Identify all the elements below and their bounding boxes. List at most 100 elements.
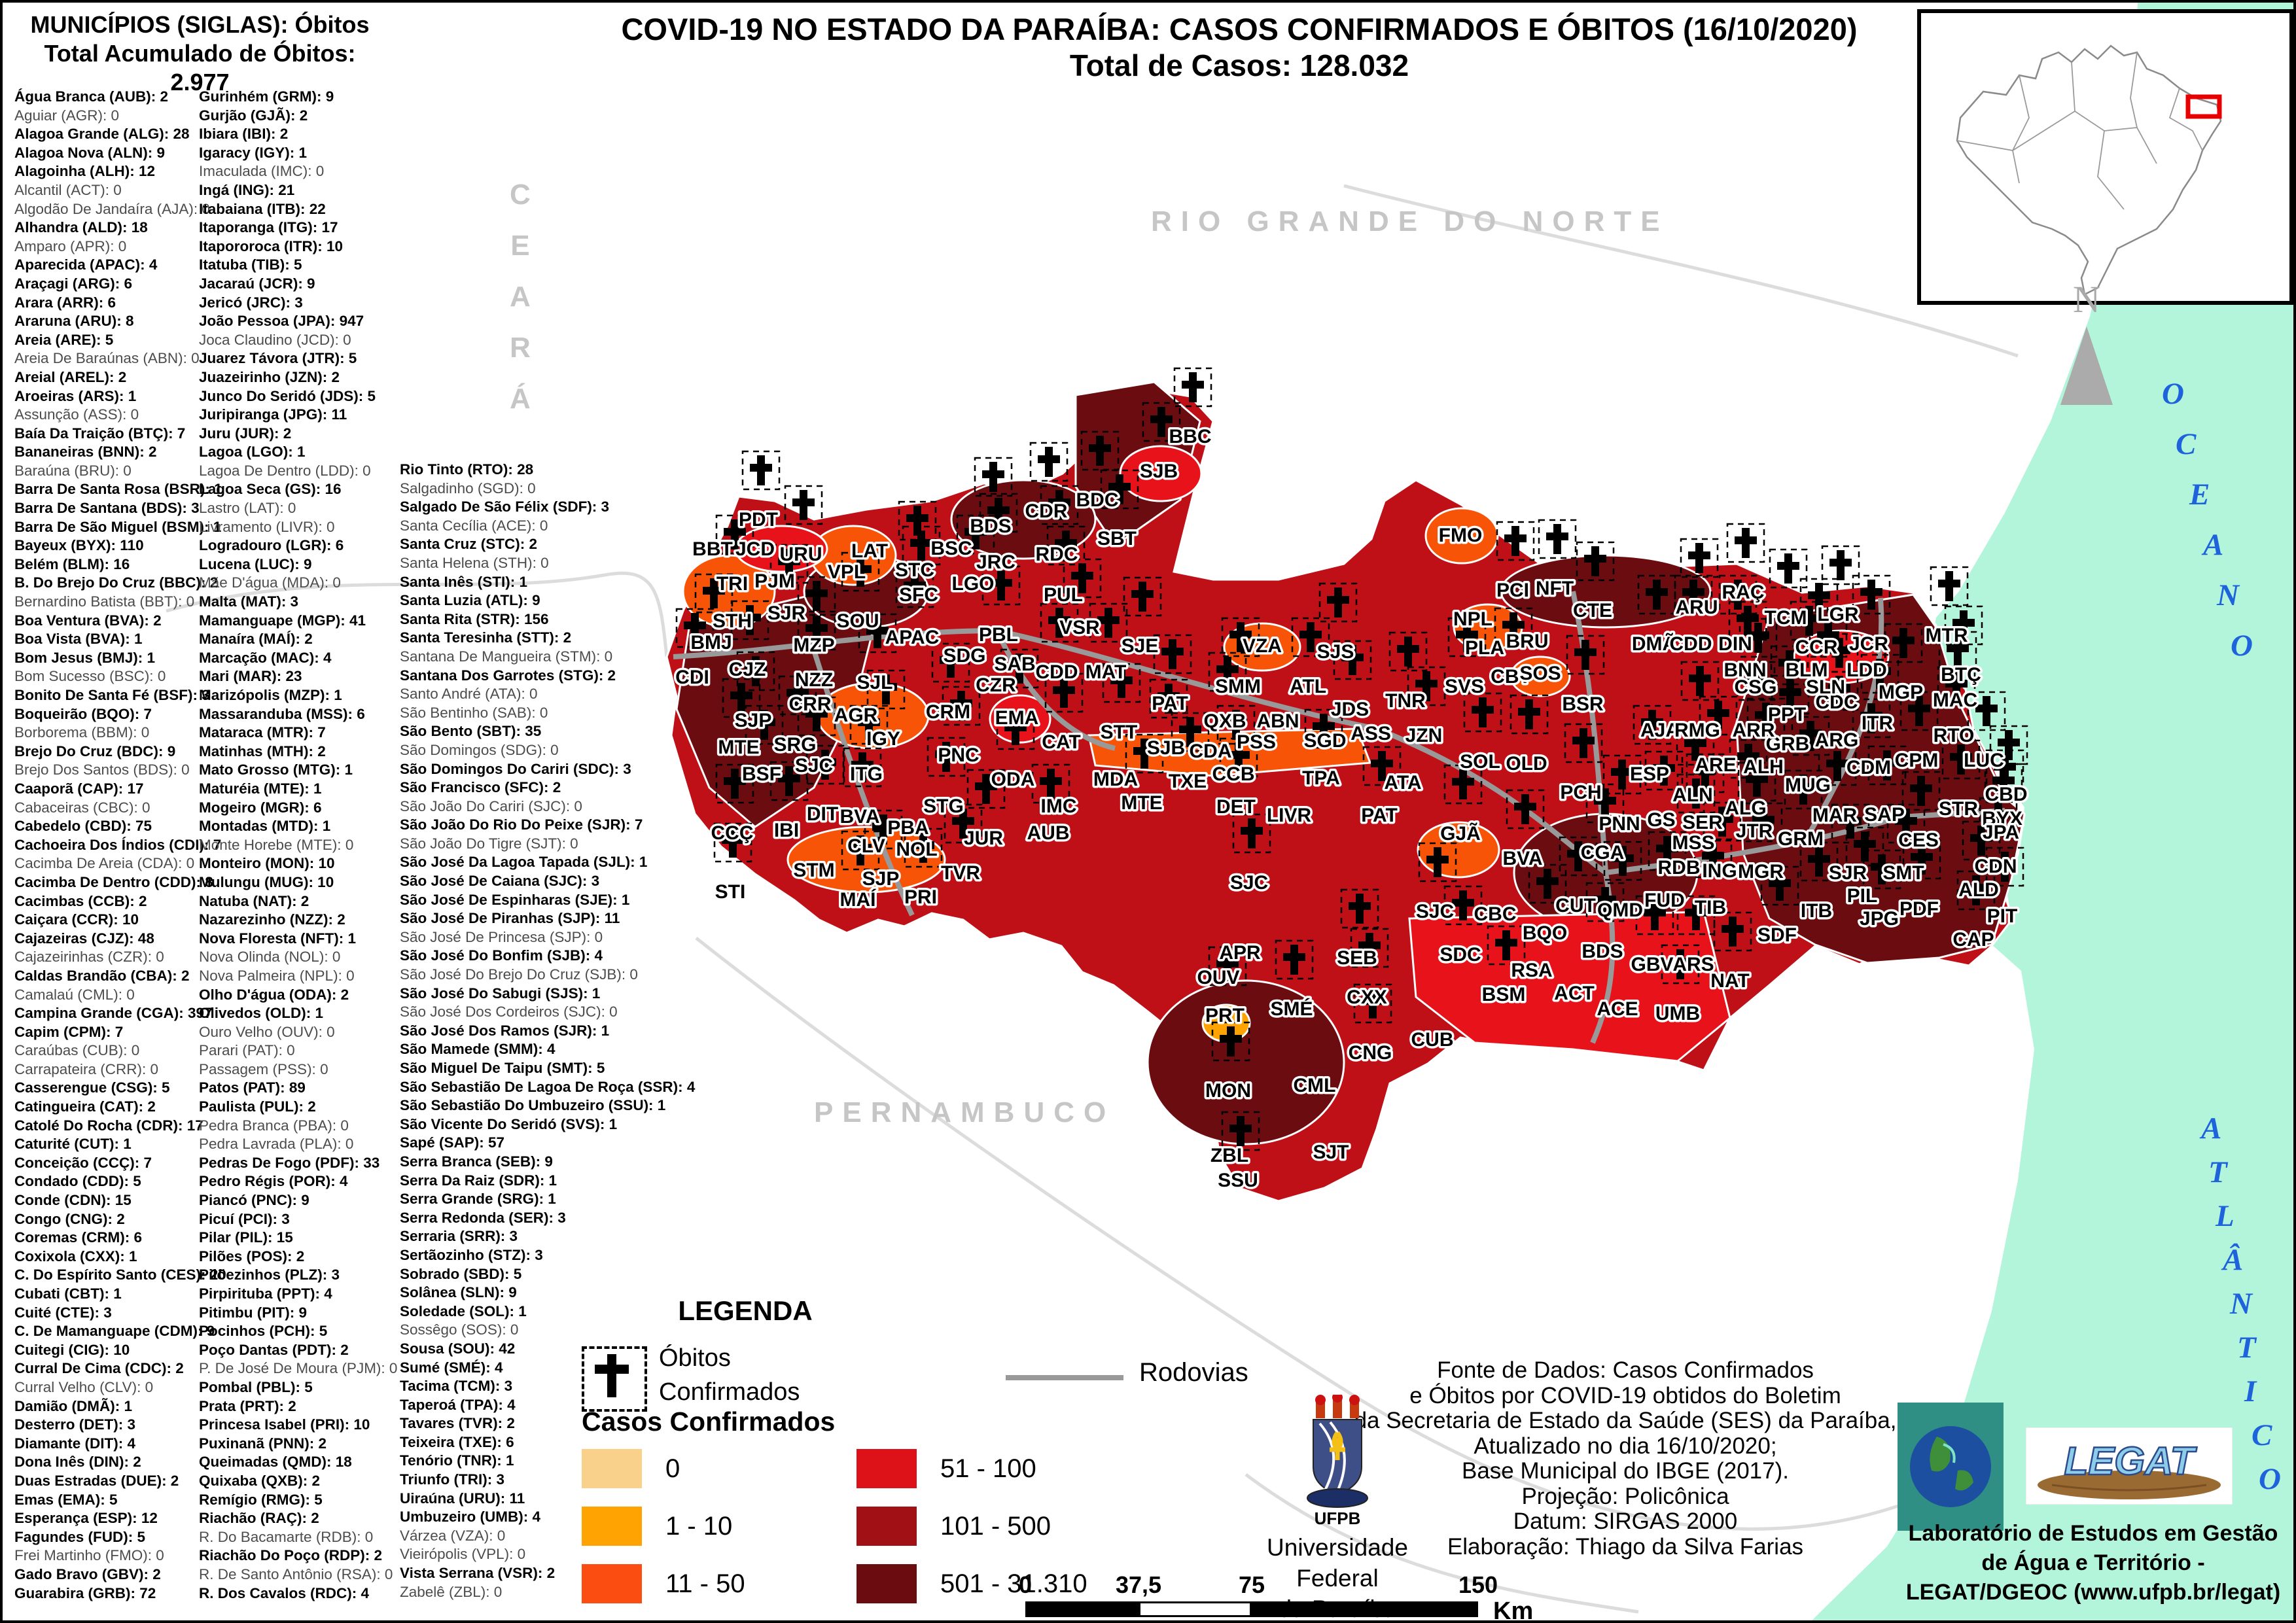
municipality-item: São Miguel De Taipu (SMT): 5 (400, 1060, 605, 1076)
map-label: PBA (887, 817, 928, 839)
map-label: IBI (774, 820, 799, 841)
municipality-item: Livramento (LIVR): 0 (199, 518, 335, 535)
brazil-state-borders (1956, 52, 2203, 210)
death-cross-box (797, 610, 836, 651)
municipality-item: Algodão De Jandaíra (AJA): 0 (14, 200, 210, 217)
municipality-item: Santa Rita (STR): 156 (400, 610, 549, 627)
map-label: BSM (1482, 984, 1526, 1005)
map-label: ARR (1733, 720, 1775, 741)
death-cross-icon (906, 514, 928, 522)
municipality-item: Vista Serrana (VSR): 2 (400, 1565, 556, 1582)
death-cross-icon (1746, 775, 1768, 783)
death-cross-box (1852, 574, 1891, 615)
municipality-item: Casserengue (CSG): 5 (14, 1079, 170, 1096)
legend-class-label: 1 - 10 (665, 1511, 733, 1541)
map-label: BBC (1169, 426, 1212, 447)
death-cross-box (1046, 525, 1086, 566)
scale-bar-segment (1025, 1601, 1139, 1617)
obitos-confirmados-label: Óbitos Confirmados (659, 1344, 800, 1406)
death-cross-icon (1313, 722, 1335, 730)
map-label: RTO (1934, 725, 1975, 746)
death-cross-box (1799, 841, 1839, 882)
map-label: FUD (1644, 890, 1685, 911)
death-cross-box (966, 769, 1006, 809)
map-label: RDC (1036, 544, 1078, 565)
municipality-item: Princesa Isabel (PRI): 10 (199, 1416, 370, 1433)
map-label: SAP (1864, 804, 1905, 826)
death-cross-icon (1895, 817, 1917, 825)
map-label: ZBL (1210, 1145, 1248, 1166)
map-label: CSG (1734, 676, 1776, 698)
municipality-item: Cuitegi (CIG): 10 (14, 1341, 130, 1358)
map-label: SJE (1122, 635, 1159, 657)
municipality-item: Pedro Régis (POR): 4 (199, 1173, 348, 1190)
death-cross-box (1644, 750, 1684, 791)
map-label: PNN (1598, 813, 1640, 835)
death-cross-box (1791, 716, 1830, 756)
municipality-item: Nova Floresta (NFT): 1 (199, 930, 357, 947)
death-cross-icon (1594, 797, 1616, 805)
municipality-item: Mato Grosso (MTG): 1 (199, 761, 353, 778)
map-label: CDC (1816, 691, 1858, 713)
municipality-item: São José Da Lagoa Tapada (SJL): 1 (400, 854, 648, 871)
municipality-item: Montadas (MTD): 1 (199, 818, 331, 835)
municipality-item: Baraúna (BRU): 0 (14, 462, 132, 479)
legend-class-row: 11 - 50 (582, 1563, 843, 1604)
municipality-item: P. De José De Moura (PJM): 0 (199, 1360, 398, 1377)
map-label: AJA (1640, 720, 1680, 741)
municipality-item: Pilar (PIL): 15 (199, 1229, 293, 1246)
death-cross-icon (1947, 644, 1969, 652)
death-cross-box (1886, 803, 1926, 844)
municipality-item: São Bento (SBT): 35 (400, 723, 542, 740)
death-cross-box (1680, 538, 1719, 578)
municipality-item: São José De Caiana (SJC): 3 (400, 873, 600, 890)
death-cross-box (1208, 652, 1247, 692)
map-label: AUB (1027, 822, 1070, 844)
municipality-item: Santo André (ATA): 0 (400, 686, 538, 703)
municipality-item: Areia De Baraúnas (ABN): 0 (14, 350, 200, 367)
municipality-item: Marizópolis (MZP): 1 (199, 687, 342, 703)
death-cross-box (1693, 838, 1733, 879)
death-cross-icon (1229, 1125, 1252, 1132)
death-cross-box (1487, 925, 1526, 966)
municipality-item: Queimadas (QMD): 18 (199, 1454, 352, 1471)
death-cross-icon (792, 498, 815, 506)
death-cross-icon (1826, 759, 1848, 767)
municipality-item: São Sebastião Do Umbuzeiro (SSU): 1 (400, 1097, 666, 1114)
municipality-item: Curral Velho (CLV): 0 (14, 1378, 154, 1395)
death-cross-box (1602, 754, 1642, 795)
death-cross-icon (1994, 860, 2016, 868)
death-cross-box (927, 737, 966, 777)
dgeoc-logo (1898, 1403, 2004, 1531)
legend-class-row: 101 - 500 (857, 1506, 1144, 1546)
death-cross-box (849, 705, 889, 745)
municipality-item: Picuí (PCI): 3 (199, 1210, 290, 1227)
death-cross-icon (1584, 555, 1606, 563)
map-label: SDG (943, 645, 985, 667)
casos-confirmados-title: Casos Confirmados (582, 1406, 836, 1437)
municipality-item: Caraúbas (CUB): 0 (14, 1042, 140, 1059)
map-label: SSU (1218, 1170, 1258, 1191)
map-label: PRI (904, 886, 937, 908)
ufpb-abbr: UFPB (1315, 1509, 1361, 1528)
death-cross-icon (1518, 708, 1540, 716)
death-cross-icon (739, 614, 761, 621)
death-cross-icon (1945, 680, 1968, 688)
death-cross-box (1443, 764, 1483, 805)
legend-class-row: 51 - 100 (857, 1448, 1144, 1489)
municipality-item: São Mamede (SMM): 4 (400, 1041, 556, 1058)
death-cross-icon (875, 683, 897, 691)
death-cross-box (843, 747, 882, 788)
source-line: Elaboração: Thiago da Silva Farias (1447, 1533, 1804, 1560)
death-cross-box (1418, 842, 1457, 882)
municipality-item: São José Do Brejo Do Cruz (SJB): 0 (400, 966, 638, 983)
municipality-item: Cabaceiras (CBC): 0 (14, 799, 150, 816)
map-label: ARS (1672, 954, 1714, 975)
death-cross-box (898, 500, 937, 541)
legend-class-row: 1 - 10 (582, 1506, 843, 1546)
map-label: CES (1898, 829, 1939, 851)
scale-unit: Km (1493, 1597, 1534, 1623)
map-label: ACE (1597, 998, 1638, 1020)
